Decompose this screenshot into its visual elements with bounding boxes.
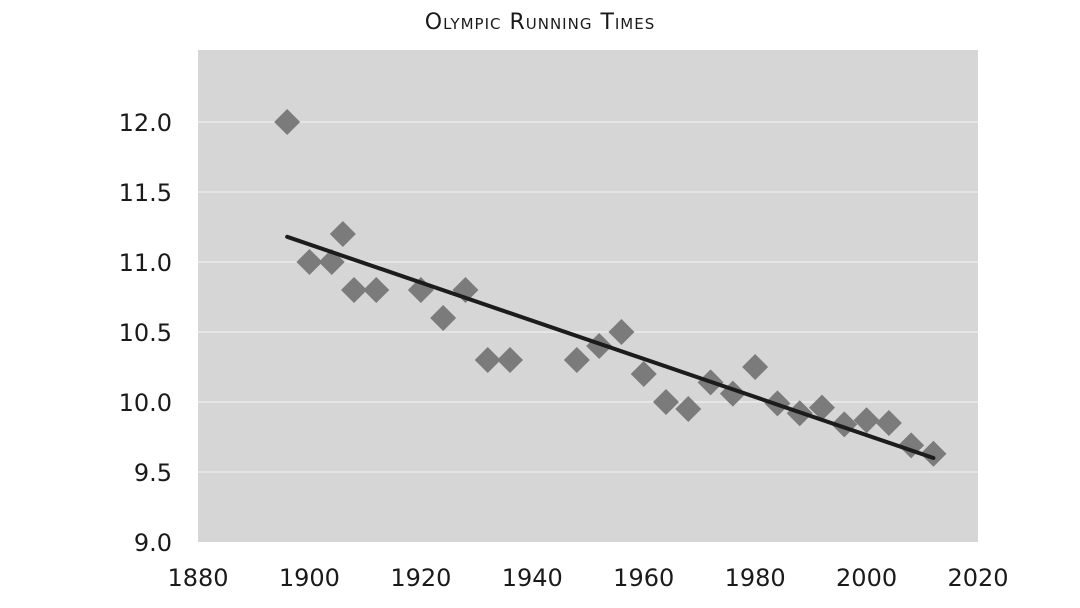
data-point — [363, 277, 390, 303]
data-point — [608, 319, 635, 345]
trend-line — [285, 234, 936, 460]
data-point — [329, 221, 356, 247]
x-axis-tick-labels: 1880 1900 1920 1940 1960 1980 2000 2020 — [167, 564, 1008, 592]
plot-area — [198, 50, 978, 542]
data-point — [853, 407, 880, 434]
x-tick-label: 2000 — [836, 564, 897, 592]
x-tick-label: 1880 — [167, 564, 228, 592]
chart-title: Olympic Running Times — [424, 10, 656, 35]
data-point — [430, 305, 457, 331]
data-point — [497, 347, 523, 373]
data-point — [675, 396, 702, 422]
y-tick-label: 10.5 — [119, 319, 172, 347]
x-tick-label: 1940 — [502, 564, 563, 592]
data-point — [742, 354, 769, 380]
x-tick-label: 2020 — [947, 564, 1008, 592]
data-point — [653, 389, 679, 415]
data-point — [809, 394, 835, 421]
data-point — [474, 347, 501, 373]
data-point — [630, 361, 657, 387]
y-tick-label: 11.5 — [119, 179, 172, 207]
y-tick-label: 9.0 — [134, 529, 172, 557]
data-point — [875, 410, 902, 436]
data-point — [341, 277, 367, 303]
y-tick-label: 10.0 — [119, 389, 172, 417]
data-point — [563, 347, 590, 373]
x-tick-label: 1980 — [725, 564, 786, 592]
y-tick-label: 9.5 — [134, 459, 172, 487]
y-tick-label: 12.0 — [119, 109, 172, 137]
data-point — [920, 440, 947, 467]
x-tick-label: 1920 — [390, 564, 451, 592]
data-point — [296, 249, 323, 275]
y-axis-tick-labels: 9.0 9.5 10.0 10.5 11.0 11.5 12.0 — [119, 109, 172, 557]
data-point — [274, 109, 301, 135]
data-points — [274, 109, 947, 467]
x-tick-label: 1900 — [279, 564, 340, 592]
y-tick-label: 11.0 — [119, 249, 172, 277]
x-tick-label: 1960 — [613, 564, 674, 592]
